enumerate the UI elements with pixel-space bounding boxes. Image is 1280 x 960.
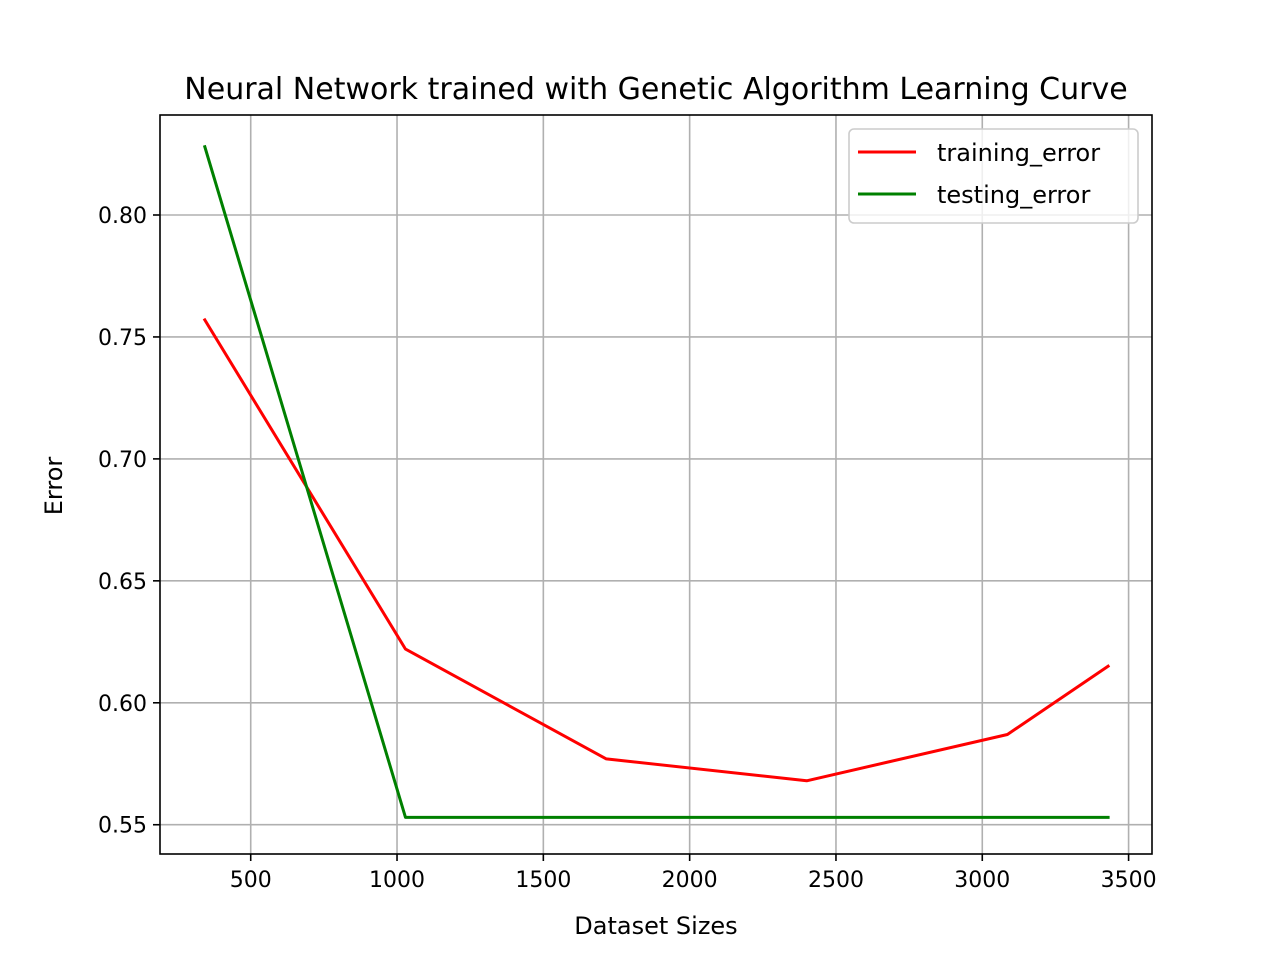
chart-title: Neural Network trained with Genetic Algo… <box>184 72 1127 107</box>
x-tick-label: 1000 <box>369 868 425 893</box>
y-tick-label: 0.80 <box>98 204 147 229</box>
x-tick-label: 3000 <box>954 868 1010 893</box>
legend-label-testing-error: testing_error <box>937 181 1090 209</box>
x-axis-label: Dataset Sizes <box>574 912 737 940</box>
series-line-training-error <box>202 317 1111 783</box>
x-tick-label: 2000 <box>662 868 718 893</box>
x-tick-label: 500 <box>230 868 272 893</box>
x-tick-label: 2500 <box>808 868 864 893</box>
y-tick-label: 0.70 <box>98 448 147 473</box>
ticks: 500 1000 1500 2000 2500 3000 3500 0.55 0.60 0.65 0… <box>98 204 1157 893</box>
legend-box <box>848 128 1139 224</box>
y-tick-label: 0.60 <box>98 692 147 717</box>
series-layer <box>202 144 1111 819</box>
x-tick-label: 3500 <box>1101 868 1157 893</box>
y-tick-label: 0.55 <box>98 814 147 839</box>
legend-label-training-error: training_error <box>937 139 1100 167</box>
y-axis-label: Error <box>40 457 68 516</box>
series-line-testing-error <box>202 144 1110 819</box>
grid <box>160 115 1152 854</box>
plot-frame <box>159 114 1153 855</box>
legend: training_error testing_error <box>848 128 1139 224</box>
y-tick-label: 0.65 <box>98 570 147 595</box>
x-tick-label: 1500 <box>515 868 571 893</box>
y-tick-label: 0.75 <box>98 326 147 351</box>
